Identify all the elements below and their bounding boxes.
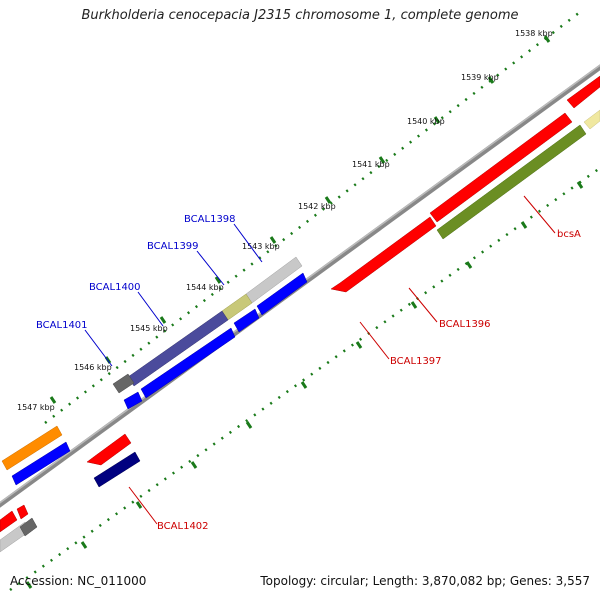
tick-label: 1547 kbp [17, 403, 55, 412]
tick-label: 1541 kbp [352, 160, 390, 169]
gene-feature[interactable] [1, 425, 63, 471]
gene-feature[interactable] [11, 441, 71, 486]
tick-label: 1543 kbp [242, 242, 280, 251]
gene-feature[interactable] [0, 510, 18, 533]
tick-label: 1539 kbp [461, 73, 499, 82]
tick-label: 1546 kbp [74, 363, 112, 372]
gene-feature[interactable] [123, 391, 143, 410]
label-leaders [84, 195, 556, 525]
gene-labels: BCAL1398 BCAL1399 BCAL1400 BCAL1401 bcsA… [36, 214, 581, 532]
gene-label-BCAL1396[interactable]: BCAL1396 [439, 319, 491, 330]
reverse-strand-features [0, 112, 587, 553]
gene-feature[interactable] [583, 109, 600, 130]
gene-feature[interactable] [16, 504, 29, 520]
tick-label: 1545 kbp [130, 324, 168, 333]
gene-feature[interactable] [19, 517, 38, 537]
forward-strand-features [1, 75, 600, 471]
gene-feature[interactable] [112, 373, 135, 394]
accession-text: Accession: NC_011000 [10, 574, 147, 588]
gene-label-BCAL1398[interactable]: BCAL1398 [184, 214, 236, 225]
gene-label-bcsA[interactable]: bcsA [557, 229, 581, 240]
tick-label: 1544 kbp [186, 283, 224, 292]
major-ticks: 1538 kbp 1539 kbp 1540 kbp 1541 kbp 1542… [17, 29, 584, 589]
gene-feature[interactable] [436, 124, 587, 240]
gene-feature[interactable] [93, 451, 141, 488]
map-title: Burkholderia cenocepacia J2315 chromosom… [81, 8, 519, 23]
outer-minor-ticks [44, 11, 581, 424]
gene-feature[interactable] [86, 433, 132, 466]
gene-label-BCAL1401[interactable]: BCAL1401 [36, 320, 88, 331]
gene-label-BCAL1397[interactable]: BCAL1397 [390, 356, 442, 367]
gene-label-BCAL1399[interactable]: BCAL1399 [147, 241, 199, 252]
tick-label: 1542 kbp [298, 202, 336, 211]
gene-label-BCAL1402[interactable]: BCAL1402 [157, 521, 209, 532]
gene-feature[interactable] [330, 216, 437, 293]
gene-label-BCAL1400[interactable]: BCAL1400 [89, 282, 141, 293]
tick-label: 1540 kbp [407, 117, 445, 126]
genome-summary-text: Topology: circular; Length: 3,870,082 bp… [260, 574, 590, 588]
tick-label: 1538 kbp [515, 29, 553, 38]
gene-feature[interactable] [140, 327, 236, 399]
gene-feature[interactable] [429, 112, 573, 223]
gene-feature[interactable] [233, 308, 260, 333]
gene-feature[interactable] [566, 75, 600, 109]
outer-tick-track [44, 11, 581, 424]
blue-arrow-features [11, 272, 308, 486]
inner-tick-track [9, 166, 600, 592]
gene-feature[interactable] [256, 272, 308, 316]
inner-minor-ticks [9, 166, 600, 592]
